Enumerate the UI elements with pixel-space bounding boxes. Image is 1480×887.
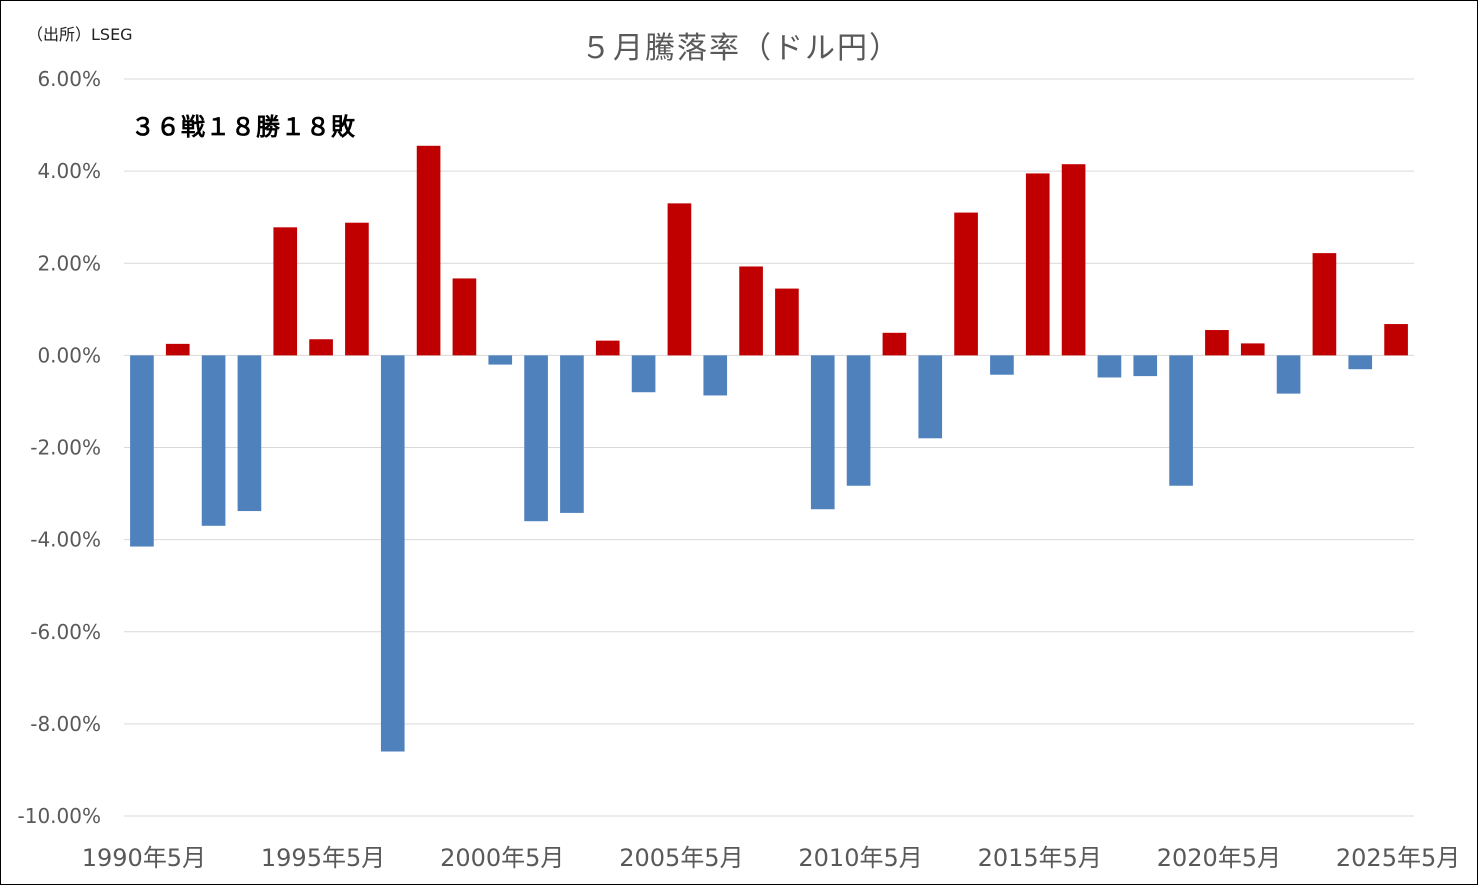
bar-2004年5月 [631, 355, 656, 393]
bar-2000年5月 [488, 355, 513, 365]
y-tick-label: -6.00% [30, 620, 101, 644]
x-tick-label: 2025年5月 [1336, 844, 1460, 872]
y-tick-label: 6.00% [37, 67, 101, 91]
bar-1996年5月 [345, 222, 369, 356]
bar-2014年5月 [990, 355, 1014, 375]
bar-1998年5月 [416, 145, 441, 356]
chart-title: ５月騰落率（ドル円） [581, 31, 901, 66]
bar-2008年5月 [775, 288, 799, 356]
bar-2024年5月 [1348, 355, 1373, 370]
bar-2021年5月 [1240, 343, 1265, 356]
y-axis-ticks: 6.00% 4.00% 2.00% 0.00% -2.00% -4.00% -6.00% -8… [18, 67, 101, 828]
x-tick-label: 1990年5月 [82, 844, 206, 872]
bar-2017年5月 [1097, 355, 1122, 378]
bar-2002年5月 [560, 355, 584, 513]
bar-2022年5月 [1276, 355, 1301, 394]
bar-2015年5月 [1025, 173, 1050, 356]
bar-2007年5月 [739, 266, 763, 356]
bar-1999年5月 [452, 278, 477, 356]
bar-1994年5月 [273, 227, 298, 356]
bar-2016年5月 [1061, 164, 1086, 356]
y-tick-label: 2.00% [37, 251, 101, 275]
x-tick-label: 2010年5月 [798, 844, 922, 872]
win-loss-note: ３６戦１８勝１８敗 [131, 113, 356, 141]
bar-1991年5月 [165, 343, 190, 356]
x-tick-label: 2000年5月 [440, 844, 564, 872]
x-tick-label: 2005年5月 [619, 844, 743, 872]
x-axis-ticks: 1990年5月 1995年5月 2000年5月 2005年5月 2010年5月 2015年… [82, 844, 1461, 872]
bar-1993年5月 [237, 355, 262, 512]
bar-1990年5月 [130, 355, 154, 547]
y-tick-label: -2.00% [30, 436, 101, 460]
bar-2012年5月 [918, 355, 943, 439]
bar-2018年5月 [1133, 355, 1158, 377]
bar-2006年5月 [703, 355, 728, 396]
source-label: （出所）LSEG [27, 25, 133, 44]
bars [130, 145, 1408, 752]
bar-1995年5月 [309, 339, 333, 356]
bar-2025年5月 [1384, 324, 1408, 356]
bar-2013年5月 [954, 212, 978, 356]
bar-2011年5月 [882, 332, 907, 356]
y-tick-label: -10.00% [18, 804, 101, 828]
y-tick-label: -4.00% [30, 528, 101, 552]
x-tick-label: 2020年5月 [1157, 844, 1281, 872]
bar-2001年5月 [524, 355, 548, 522]
bar-1997年5月 [380, 355, 405, 752]
x-tick-label: 2015年5月 [978, 844, 1102, 872]
bar-2005年5月 [667, 203, 692, 356]
gridlines [124, 78, 1414, 817]
bar-2019年5月 [1169, 355, 1193, 486]
y-tick-label: -8.00% [30, 712, 101, 736]
y-tick-label: 0.00% [37, 343, 101, 367]
bar-2009年5月 [810, 355, 835, 510]
bar-2020年5月 [1205, 330, 1229, 356]
bar-1992年5月 [201, 355, 226, 526]
bar-2003年5月 [595, 340, 620, 356]
bar-2010年5月 [846, 355, 871, 486]
bar-2023年5月 [1312, 253, 1337, 356]
y-tick-label: 4.00% [37, 159, 101, 183]
x-tick-label: 1995年5月 [261, 844, 385, 872]
